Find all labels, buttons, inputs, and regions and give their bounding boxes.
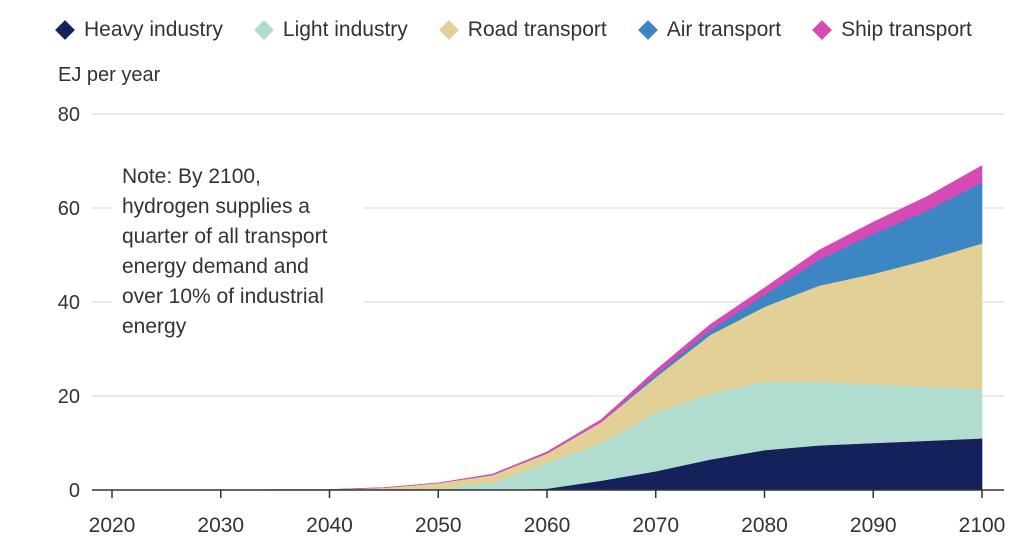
x-tick-label: 2070: [632, 514, 679, 537]
legend-item-air-transport: Air transport: [637, 18, 782, 42]
legend-label: Light industry: [282, 18, 408, 41]
chart-annotation: Note: By 2100, hydrogen supplies a quart…: [112, 160, 364, 348]
legend: Heavy industry Light industry Road trans…: [55, 18, 972, 42]
y-tick-label: 60: [58, 198, 80, 220]
x-tick-label: 2050: [415, 514, 462, 537]
y-tick-label: 80: [58, 104, 80, 126]
x-tick-label: 2080: [741, 514, 788, 537]
legend-label: Ship transport: [841, 18, 972, 41]
legend-label: Heavy industry: [84, 18, 223, 41]
legend-label: Road transport: [467, 18, 607, 41]
y-tick-label: 40: [58, 292, 80, 314]
x-tick-label: 2060: [524, 514, 571, 537]
legend-item-heavy-industry: Heavy industry: [55, 18, 223, 42]
x-tick-label: 2020: [89, 514, 136, 537]
x-tick-label: 2090: [850, 514, 897, 537]
x-tick-label: 2030: [197, 514, 244, 537]
legend-item-ship-transport: Ship transport: [812, 18, 972, 42]
legend-item-light-industry: Light industry: [253, 18, 408, 42]
legend-item-road-transport: Road transport: [438, 18, 607, 42]
y-tick-label: 20: [58, 386, 80, 408]
legend-label: Air transport: [666, 18, 782, 41]
x-tick-label: 2100: [959, 514, 1006, 537]
y-axis-unit-label: EJ per year: [58, 64, 161, 86]
area-series-ship-transport: [112, 165, 983, 491]
y-tick-label: 0: [69, 480, 80, 502]
x-tick-label: 2040: [306, 514, 353, 537]
